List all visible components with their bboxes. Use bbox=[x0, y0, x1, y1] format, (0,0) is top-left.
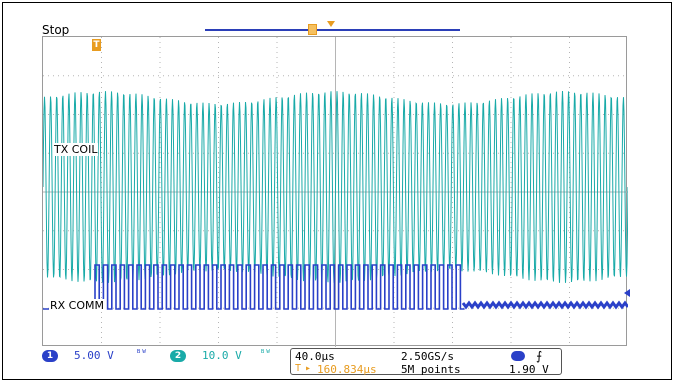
ch2-waveform bbox=[43, 90, 628, 284]
trigger-time-marker-icon[interactable]: T bbox=[92, 39, 101, 51]
horizontal-scale[interactable]: 40.0µs bbox=[295, 350, 335, 363]
rising-edge-icon[interactable]: ⨍ bbox=[536, 349, 543, 363]
ch1-badge[interactable]: 1 bbox=[42, 350, 58, 362]
waveform-display[interactable]: T TX COIL RX COMM bbox=[42, 36, 630, 347]
readout-bar: 1 5.00 V ᴮᵂ 2 10.0 V ᴮᵂ 40.0µs T ▸ 160.8… bbox=[42, 348, 627, 376]
ch1-waveform bbox=[43, 264, 465, 310]
trigger-level[interactable]: 1.90 V bbox=[509, 363, 549, 376]
ch2-trace-label: TX COIL bbox=[53, 143, 99, 156]
record-length[interactable]: 5M points bbox=[401, 363, 461, 376]
record-overview-bar[interactable] bbox=[205, 29, 460, 31]
trigger-delay[interactable]: 160.834µs bbox=[317, 363, 377, 376]
ch2-badge[interactable]: 2 bbox=[170, 350, 186, 362]
record-view-window[interactable] bbox=[308, 24, 317, 35]
ch1-bandwidth-icon: ᴮᵂ bbox=[136, 349, 147, 359]
trigger-delay-arrow-icon: ▸ bbox=[305, 363, 312, 374]
acquisition-status: Stop bbox=[42, 23, 70, 37]
ch2-scale[interactable]: 10.0 V bbox=[202, 349, 242, 362]
trigger-position-marker[interactable] bbox=[327, 21, 335, 27]
sample-rate[interactable]: 2.50GS/s bbox=[401, 350, 454, 363]
ch2-bandwidth-icon: ᴮᵂ bbox=[260, 349, 271, 359]
horizontal-trigger-box[interactable]: 40.0µs T ▸ 160.834µs 2.50GS/s 5M points … bbox=[290, 348, 562, 376]
ch1-trace-label: RX COMM bbox=[49, 299, 105, 312]
ch1-scale[interactable]: 5.00 V bbox=[74, 349, 114, 362]
ch1-waveform-idle bbox=[461, 300, 628, 310]
trigger-delay-marker-icon: T bbox=[295, 363, 302, 374]
trigger-source-badge[interactable] bbox=[511, 351, 525, 361]
graticule bbox=[43, 37, 628, 347]
trigger-level-arrow-icon[interactable] bbox=[624, 289, 630, 297]
